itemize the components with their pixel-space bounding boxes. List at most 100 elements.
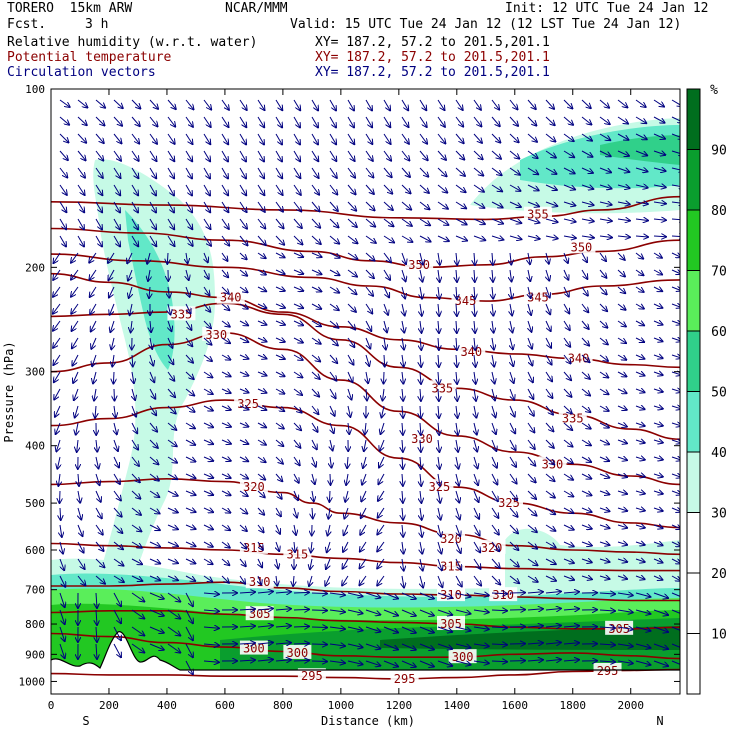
- circulation-vector-200: [509, 184, 521, 191]
- circulation-vector-220: [239, 201, 247, 212]
- circulation-vector-868: [563, 507, 574, 513]
- colorbar-bin-20: [687, 512, 700, 573]
- circulation-vector-224: [311, 201, 320, 211]
- theta-label-bg-305-1: [437, 616, 466, 631]
- circulation-vector-428: [203, 303, 210, 312]
- circulation-vector-33: [653, 99, 664, 107]
- circulation-vector-761: [527, 456, 535, 466]
- circulation-vector-888: [294, 524, 296, 535]
- circulation-vector-353: [108, 269, 115, 280]
- circulation-vector-859: [402, 507, 403, 520]
- circulation-vector-77: [185, 133, 193, 144]
- circulation-vector-553: [563, 354, 571, 364]
- terrain-outline: [50, 631, 680, 671]
- circulation-vector-204: [581, 185, 593, 189]
- circulation-vector-139: [671, 151, 680, 155]
- circulation-vector-1023: [203, 593, 219, 594]
- circulation-vector-714: [311, 439, 317, 449]
- circulation-vector-1100: [329, 627, 345, 629]
- circulation-vector-791: [438, 473, 440, 486]
- theta-label-320-2: 320: [481, 541, 503, 555]
- circulation-vector-431: [257, 304, 266, 308]
- circulation-vector-993: [293, 575, 294, 586]
- circulation-vector-470: [329, 320, 338, 328]
- circulation-vector-689: [492, 422, 496, 434]
- circulation-vector-631: [75, 405, 78, 418]
- circulation-vector-646: [348, 405, 350, 417]
- circulation-vector-979: [671, 559, 680, 564]
- circulation-vector-474: [402, 320, 404, 333]
- circulation-vector-180: [149, 184, 156, 195]
- circulation-vector-23: [473, 99, 481, 110]
- circulation-vector-294: [311, 235, 321, 244]
- y-tick-label-300: 300: [25, 366, 45, 379]
- circulation-vector-112: [185, 150, 192, 161]
- circulation-vector-973: [563, 559, 574, 563]
- circulation-vector-1018: [113, 592, 121, 606]
- circulation-vector-83: [293, 133, 300, 144]
- circulation-vector-159: [401, 167, 410, 177]
- circulation-vector-492: [91, 337, 97, 349]
- circulation-vector-12: [275, 99, 282, 110]
- circulation-vector-653: [474, 405, 476, 418]
- circulation-vector-1053: [113, 609, 121, 623]
- circulation-vector-20: [419, 99, 426, 110]
- x-tick-label-1800: 1800: [560, 699, 587, 712]
- x-tick-label-1200: 1200: [386, 699, 413, 712]
- circulation-vector-580: [420, 371, 421, 384]
- circulation-vector-674: [221, 423, 231, 427]
- circulation-vector-58: [473, 116, 481, 126]
- circulation-vector-111: [167, 150, 174, 161]
- circulation-vector-417: [635, 286, 644, 292]
- circulation-vector-724: [491, 439, 496, 451]
- circulation-vector-815: [239, 490, 248, 496]
- circulation-vector-729: [581, 439, 591, 445]
- circulation-vector-582: [456, 371, 457, 384]
- circulation-vector-334: [402, 252, 406, 264]
- circulation-vector-624: [581, 388, 590, 396]
- circulation-vector-928: [377, 541, 385, 551]
- circulation-vector-821: [345, 490, 348, 502]
- circulation-vector-1055: [149, 609, 164, 616]
- circulation-vector-696: [617, 423, 627, 427]
- circulation-vector-256: [257, 218, 265, 229]
- circulation-vector-816: [257, 490, 265, 497]
- circulation-vector-52: [365, 116, 372, 127]
- circulation-vector-136: [617, 150, 629, 156]
- circulation-vector-300: [419, 235, 431, 242]
- circulation-vector-712: [275, 439, 283, 446]
- circulation-vector-1135: [329, 644, 345, 646]
- colorbar-tick-label-90: 90: [711, 144, 727, 159]
- circulation-vector-603: [203, 388, 213, 394]
- circulation-vector-1045: [599, 593, 615, 594]
- circulation-vector-852: [275, 507, 281, 516]
- circulation-vector-364: [311, 270, 322, 274]
- circulation-vector-90: [419, 133, 427, 144]
- circulation-vector-669: [131, 422, 137, 433]
- circulation-vector-976: [617, 559, 627, 562]
- circulation-vector-354: [128, 269, 132, 281]
- circulation-vector-1125: [149, 643, 164, 650]
- circulation-vector-65: [599, 116, 610, 124]
- colorbar-tick-label-10: 10: [711, 628, 727, 643]
- circulation-vector-232: [455, 201, 466, 208]
- y-tick-label-800: 800: [25, 618, 45, 631]
- theta-label-325-2: 325: [498, 496, 520, 510]
- x-tick-label-1600: 1600: [502, 699, 529, 712]
- circulation-vector-1130: [239, 643, 255, 644]
- circulation-vector-289: [221, 235, 229, 246]
- circulation-vector-511: [438, 337, 439, 350]
- circulation-vector-987: [185, 575, 195, 581]
- circulation-vector-237: [545, 201, 557, 206]
- theta-label-330-0: 330: [205, 328, 227, 342]
- circulation-vector-649: [402, 405, 403, 418]
- circulation-vector-169: [581, 167, 593, 173]
- field-xy-theta: XY= 187.2, 57.2 to 201.5,201.1: [315, 50, 550, 65]
- circulation-vector-740: [149, 456, 158, 464]
- circulation-vector-316: [71, 252, 79, 263]
- circulation-vector-943: [653, 542, 663, 545]
- circulation-vector-778: [203, 474, 213, 478]
- circulation-vector-939: [581, 542, 592, 546]
- circulation-vector-275: [599, 219, 612, 221]
- circulation-vector-236: [527, 201, 539, 207]
